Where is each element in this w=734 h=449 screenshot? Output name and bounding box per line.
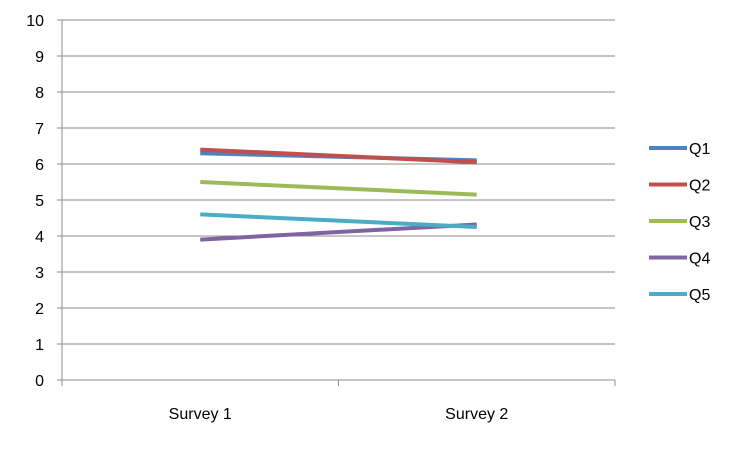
y-tick-label: 3	[35, 265, 44, 282]
series-line-q5	[200, 212, 477, 229]
legend-label-q3: Q3	[689, 214, 710, 231]
y-tick-label: 1	[35, 337, 44, 354]
y-tick-label: 8	[35, 85, 44, 102]
series-line-q2	[200, 147, 477, 165]
y-tick-label: 5	[35, 193, 44, 210]
legend-label-q4: Q4	[689, 251, 710, 268]
y-tick-label: 9	[35, 49, 44, 66]
y-tick-label: 4	[35, 229, 44, 246]
y-tick-label: 7	[35, 121, 44, 138]
legend-label-q1: Q1	[689, 141, 710, 158]
legend-label-q5: Q5	[689, 287, 710, 304]
y-tick-label: 0	[35, 373, 44, 390]
series-line-q4	[200, 222, 477, 242]
y-tick-label: 2	[35, 301, 44, 318]
y-tick-label: 10	[26, 13, 44, 30]
y-tick-label: 6	[35, 157, 44, 174]
axes: 0 1 2 3 4 5 6 7 8 9 10 Survey 1 Survey 2	[26, 13, 616, 423]
x-tick-label: Survey 2	[445, 406, 508, 423]
legend-label-q2: Q2	[689, 178, 710, 195]
legend: Q1 Q2 Q3 Q4 Q5	[649, 141, 710, 304]
gridlines	[62, 19, 615, 345]
series-lines	[200, 147, 477, 242]
series-line-q3	[200, 180, 477, 197]
x-tick-label: Survey 1	[169, 406, 232, 423]
